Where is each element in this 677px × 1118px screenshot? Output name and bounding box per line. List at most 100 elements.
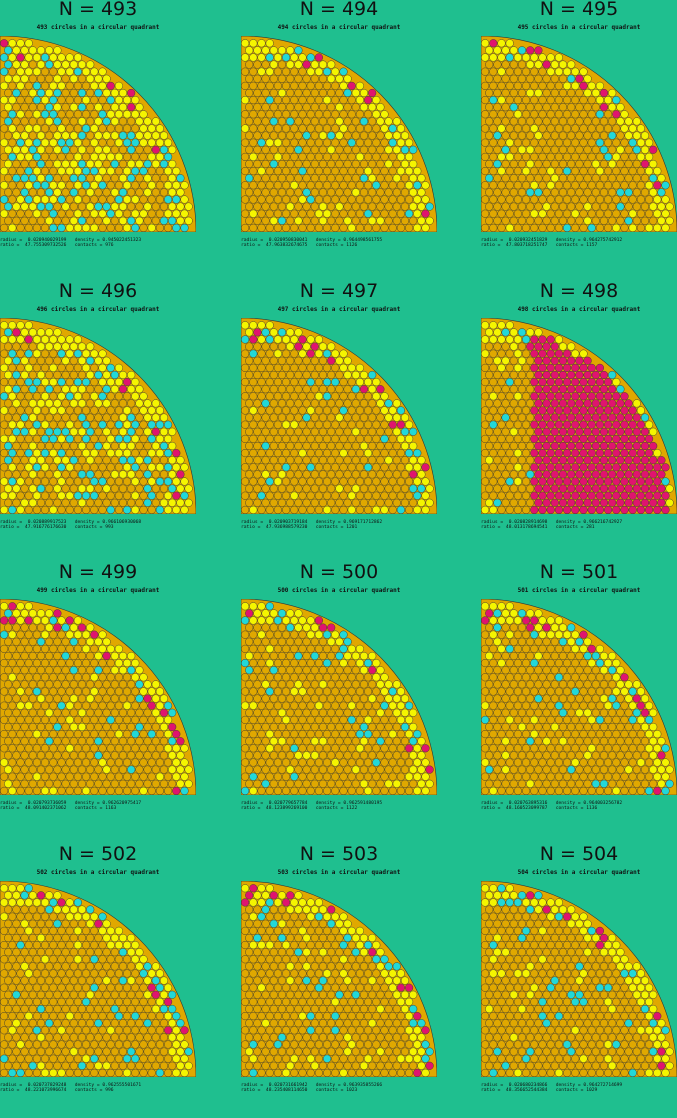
- packed-circle: [143, 216, 152, 225]
- packed-circle: [331, 505, 340, 514]
- packed-circle: [265, 167, 274, 176]
- packed-circle: [485, 356, 494, 365]
- packed-circle: [253, 159, 262, 169]
- packed-circle: [131, 1040, 140, 1049]
- packed-circle: [546, 363, 555, 372]
- packed-circle: [493, 666, 502, 675]
- radius-label: radius =: [241, 801, 264, 806]
- packed-circle: [94, 103, 103, 112]
- packed-circle: [277, 498, 287, 507]
- packed-circle: [118, 498, 128, 507]
- packed-circle: [513, 420, 522, 429]
- packed-circle: [649, 427, 658, 436]
- packed-circle: [318, 342, 328, 351]
- packed-circle: [0, 616, 9, 625]
- packed-circle: [620, 715, 629, 724]
- packed-circle: [583, 145, 592, 154]
- packed-circle: [481, 630, 490, 639]
- packed-circle: [106, 658, 115, 668]
- packed-circle: [497, 53, 506, 62]
- packed-circle: [118, 1047, 128, 1056]
- packed-circle: [339, 644, 348, 653]
- packed-circle: [245, 46, 254, 55]
- packed-circle: [485, 637, 494, 646]
- packed-circle: [554, 53, 563, 62]
- packed-circle: [45, 919, 54, 928]
- packed-circle: [542, 131, 551, 140]
- packed-circle: [139, 209, 148, 218]
- packed-circle: [517, 498, 527, 507]
- packed-circle: [513, 363, 522, 372]
- packed-circle: [587, 730, 596, 739]
- panel-stats: radius = 0.020950830041 density = 0.9644…: [241, 238, 409, 249]
- packed-circle: [77, 216, 87, 225]
- packed-circle: [485, 651, 494, 661]
- packed-circle: [306, 223, 315, 232]
- packed-circle: [513, 505, 522, 514]
- packed-circle: [409, 765, 418, 774]
- packed-circle: [77, 342, 87, 351]
- packed-circle: [102, 356, 111, 365]
- packed-circle: [86, 1019, 95, 1028]
- packed-circle: [98, 110, 107, 119]
- packed-circle: [298, 730, 307, 739]
- packed-circle: [73, 926, 82, 935]
- packed-circle: [102, 484, 111, 493]
- packed-circle: [86, 216, 95, 225]
- packed-circle: [143, 456, 152, 465]
- packed-circle: [579, 463, 588, 472]
- packed-circle: [269, 74, 278, 83]
- packed-circle: [61, 74, 70, 83]
- packed-circle: [90, 983, 99, 992]
- packed-circle: [94, 737, 103, 746]
- packed-circle: [36, 145, 46, 154]
- packed-circle: [257, 209, 266, 218]
- packed-circle: [131, 449, 140, 458]
- packed-circle: [41, 420, 50, 429]
- packed-circle: [12, 1033, 21, 1042]
- packed-circle: [41, 152, 50, 161]
- packed-circle: [286, 356, 295, 365]
- packed-circle: [265, 463, 274, 472]
- packed-circle: [123, 377, 132, 387]
- packed-circle: [265, 67, 274, 76]
- contacts-label: contacts =: [555, 525, 584, 531]
- packed-circle: [73, 181, 82, 190]
- packed-circle: [24, 997, 33, 1006]
- packed-circle: [612, 406, 621, 415]
- packed-circle: [558, 74, 568, 83]
- packed-circle: [380, 181, 389, 190]
- packed-circle: [110, 722, 119, 732]
- packed-circle: [571, 392, 580, 401]
- packed-circle: [147, 463, 156, 472]
- packed-circle: [16, 616, 25, 625]
- packed-circle: [102, 948, 111, 957]
- packed-circle: [505, 687, 514, 696]
- packed-circle: [579, 673, 588, 682]
- packed-circle: [12, 88, 21, 98]
- packed-circle: [620, 181, 629, 190]
- stats-line-1: radius = 0.020779657784 density = 0.9625…: [241, 801, 409, 806]
- packed-circle: [493, 722, 502, 732]
- packed-circle: [620, 167, 629, 176]
- packed-circle: [249, 223, 258, 232]
- packed-circle: [245, 751, 254, 760]
- packed-circle: [277, 441, 287, 451]
- packed-circle: [257, 392, 266, 401]
- packed-circle: [41, 786, 50, 795]
- packed-circle: [45, 990, 54, 999]
- packed-circle: [302, 680, 311, 689]
- packed-circle: [517, 737, 527, 746]
- packed-circle: [530, 363, 539, 372]
- packed-circle: [49, 997, 58, 1006]
- packed-circle: [28, 456, 37, 465]
- packed-circle: [409, 751, 418, 760]
- packed-circle: [82, 630, 91, 639]
- packed-circle: [139, 406, 148, 415]
- packed-circle: [36, 202, 46, 211]
- packed-circle: [558, 385, 568, 394]
- packed-circle: [69, 962, 78, 971]
- packed-circle: [147, 406, 156, 415]
- packed-circle: [509, 680, 518, 689]
- packed-circle: [567, 722, 576, 732]
